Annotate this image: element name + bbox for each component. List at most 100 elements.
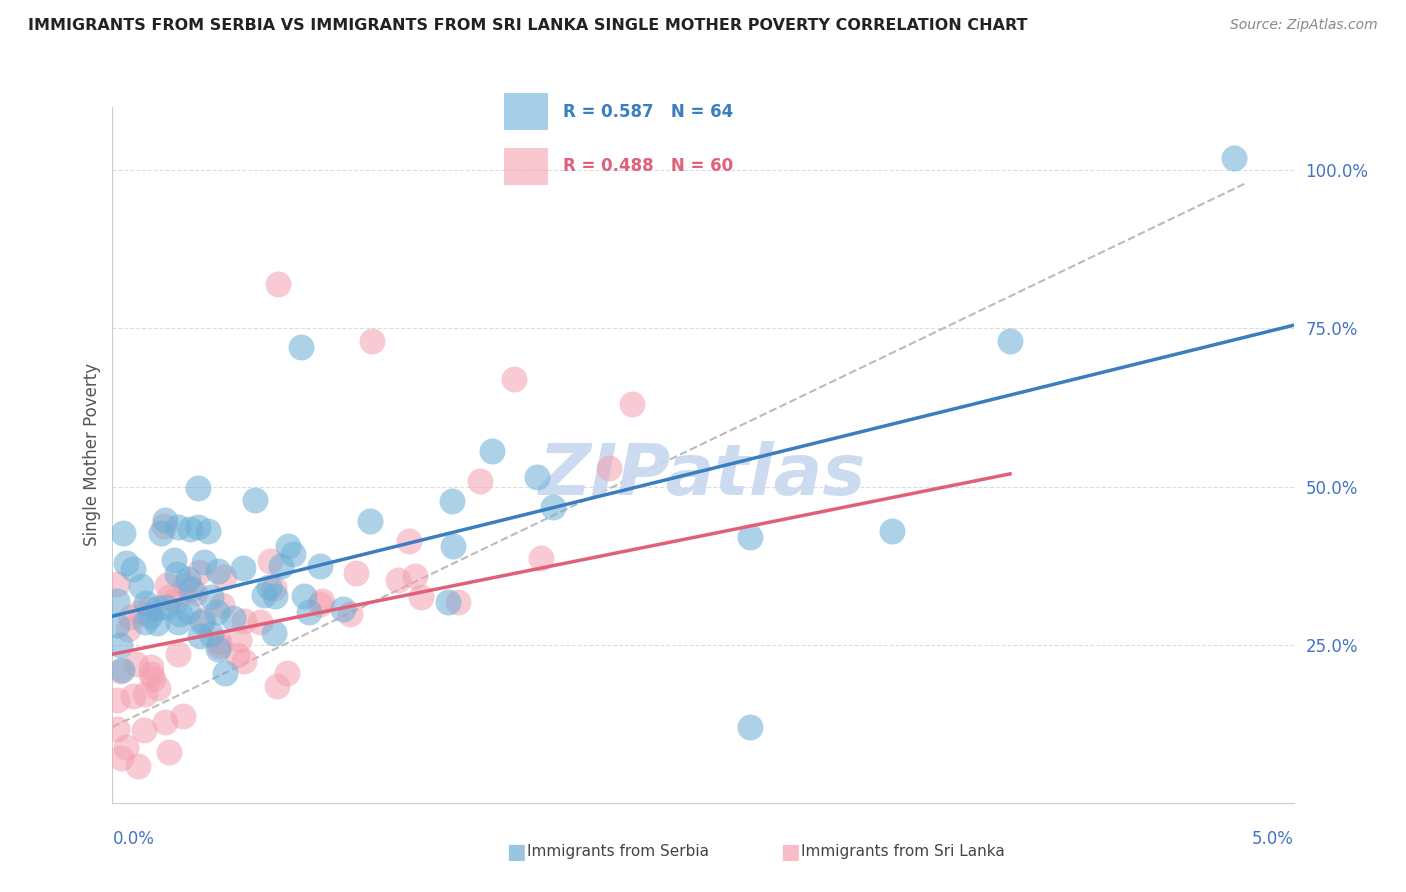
Point: [270, 558, 292, 573]
Point: [344, 566, 367, 581]
Point: [437, 595, 460, 609]
Point: [232, 561, 254, 575]
Point: [197, 524, 219, 538]
Point: [267, 277, 290, 292]
Point: [105, 594, 128, 608]
Text: ZIPatlas: ZIPatlas: [540, 442, 866, 510]
Point: [404, 569, 426, 583]
Point: [177, 572, 200, 586]
Text: 0.0%: 0.0%: [112, 830, 155, 847]
Point: [441, 539, 464, 553]
Point: [180, 582, 202, 597]
Point: [530, 550, 553, 565]
Point: [309, 558, 332, 573]
Point: [880, 524, 903, 538]
Point: [266, 679, 288, 693]
Point: [409, 591, 432, 605]
Point: [157, 590, 180, 604]
Point: [148, 600, 170, 615]
Point: [184, 586, 207, 600]
Bar: [503, 147, 548, 185]
Point: [193, 555, 215, 569]
Point: [174, 578, 197, 592]
Point: [156, 578, 179, 592]
Point: [263, 581, 285, 595]
Point: [233, 614, 256, 628]
Point: [110, 751, 132, 765]
Point: [177, 604, 200, 618]
Point: [128, 606, 150, 620]
Point: [169, 607, 191, 621]
Point: [105, 618, 128, 632]
Point: [200, 627, 222, 641]
Text: ■: ■: [780, 842, 800, 862]
Y-axis label: Single Mother Poverty: Single Mother Poverty: [83, 363, 101, 547]
Point: [249, 615, 271, 630]
Text: 5.0%: 5.0%: [1251, 830, 1294, 847]
Point: [468, 475, 491, 489]
Point: [740, 720, 762, 734]
Point: [163, 553, 186, 567]
Point: [134, 687, 156, 701]
Text: R = 0.587   N = 64: R = 0.587 N = 64: [562, 103, 733, 120]
Point: [132, 723, 155, 737]
Point: [292, 589, 315, 603]
Point: [228, 632, 250, 647]
Text: R = 0.488   N = 60: R = 0.488 N = 60: [562, 157, 733, 175]
Point: [149, 526, 172, 541]
Point: [257, 580, 280, 594]
Point: [208, 635, 231, 649]
Point: [387, 573, 409, 587]
Point: [200, 590, 222, 604]
Point: [359, 514, 381, 528]
Point: [139, 660, 162, 674]
Point: [543, 500, 565, 514]
Point: [112, 526, 135, 541]
Point: [122, 689, 145, 703]
Point: [187, 481, 209, 495]
Point: [129, 579, 152, 593]
Point: [139, 666, 162, 681]
Point: [233, 654, 256, 668]
Point: [139, 601, 162, 615]
Point: [141, 672, 163, 686]
Point: [120, 609, 142, 624]
Point: [311, 594, 333, 608]
Point: [212, 570, 235, 584]
Point: [276, 665, 298, 680]
Point: [166, 567, 188, 582]
Text: ■: ■: [506, 842, 526, 862]
Point: [188, 565, 211, 579]
Point: [740, 530, 762, 544]
Point: [339, 607, 361, 621]
Point: [263, 626, 285, 640]
Point: [105, 722, 128, 736]
Point: [172, 709, 194, 723]
Point: [166, 647, 188, 661]
Point: [290, 340, 312, 354]
Point: [243, 492, 266, 507]
Point: [187, 520, 209, 534]
Point: [155, 599, 177, 614]
Point: [179, 522, 201, 536]
Point: [115, 556, 138, 570]
Point: [134, 615, 156, 630]
Point: [191, 615, 214, 630]
Point: [146, 616, 169, 631]
Point: [225, 648, 247, 662]
Point: [526, 469, 548, 483]
Point: [110, 638, 132, 652]
Point: [125, 657, 148, 672]
Bar: [503, 93, 548, 130]
Point: [105, 692, 128, 706]
Point: [105, 576, 128, 591]
Point: [153, 513, 176, 527]
Point: [121, 562, 143, 576]
Text: IMMIGRANTS FROM SERBIA VS IMMIGRANTS FROM SRI LANKA SINGLE MOTHER POVERTY CORREL: IMMIGRANTS FROM SERBIA VS IMMIGRANTS FRO…: [28, 18, 1028, 33]
Point: [165, 592, 187, 607]
Text: Source: ZipAtlas.com: Source: ZipAtlas.com: [1230, 18, 1378, 32]
Point: [146, 681, 169, 695]
Point: [188, 629, 211, 643]
Point: [191, 614, 214, 628]
Point: [503, 372, 526, 386]
